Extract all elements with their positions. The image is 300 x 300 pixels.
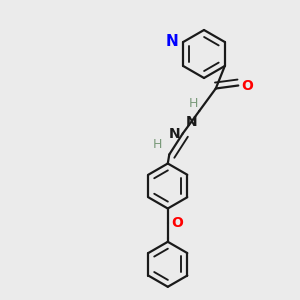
Text: H: H bbox=[188, 98, 198, 110]
Text: N: N bbox=[186, 115, 198, 129]
Text: N: N bbox=[166, 34, 179, 50]
Text: O: O bbox=[241, 79, 253, 92]
Text: N: N bbox=[169, 127, 180, 140]
Text: H: H bbox=[152, 138, 162, 151]
Text: O: O bbox=[171, 216, 183, 230]
